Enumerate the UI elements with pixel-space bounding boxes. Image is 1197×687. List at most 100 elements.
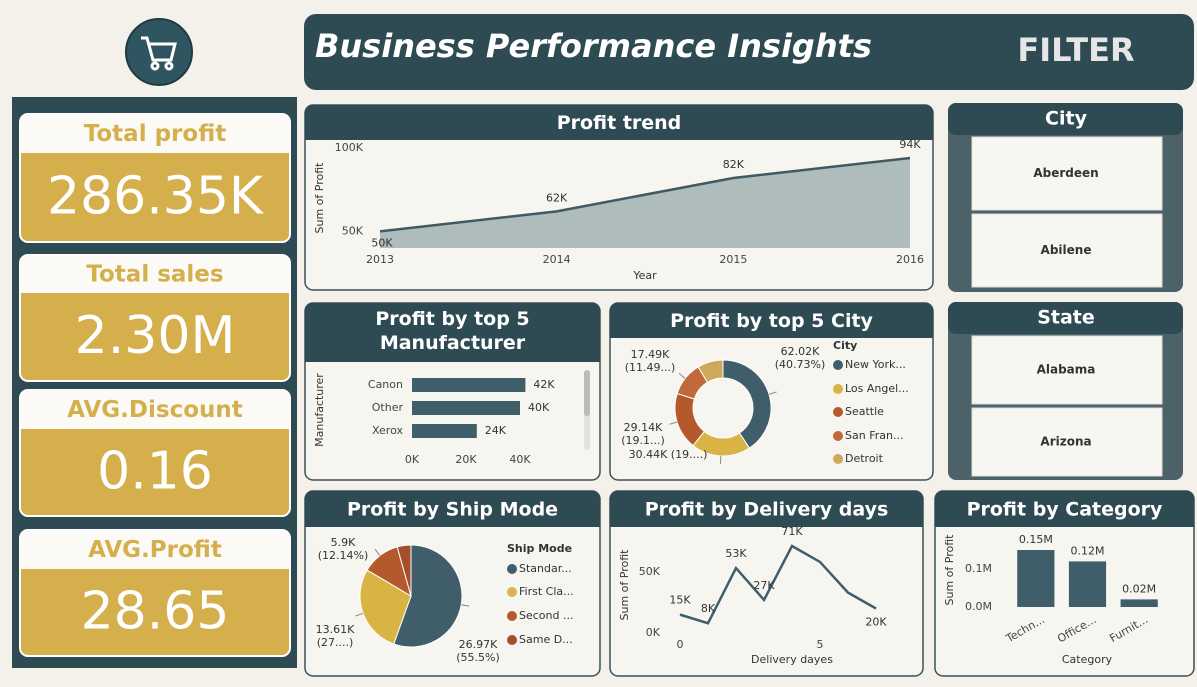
chart-header bbox=[610, 303, 933, 338]
legend-label: San Fran... bbox=[845, 429, 903, 442]
y-axis-title: Sum of Profit bbox=[943, 534, 956, 606]
data-label: 50K bbox=[371, 236, 393, 249]
data-label: 62.02K bbox=[781, 345, 820, 358]
chart-title: Profit by Category bbox=[967, 499, 1163, 521]
data-label: 20K bbox=[865, 616, 887, 629]
data-label: 94K bbox=[899, 138, 921, 151]
data-label: 40K bbox=[528, 401, 550, 414]
y-tick-label: 50K bbox=[639, 565, 661, 578]
data-label: 5.9K bbox=[331, 536, 356, 549]
legend-swatch bbox=[507, 587, 517, 597]
kpi-value: 2.30M bbox=[75, 306, 236, 366]
kpi-card-top bbox=[20, 530, 290, 569]
bar bbox=[1017, 550, 1055, 607]
chart-title: Profit by top 5 Manufacturer bbox=[375, 308, 530, 354]
chart-header bbox=[935, 491, 1194, 527]
bar bbox=[412, 378, 526, 392]
legend-label: Standar... bbox=[519, 562, 572, 575]
kpi-value: 28.65 bbox=[81, 582, 230, 642]
kpi-value: 286.35K bbox=[47, 167, 265, 227]
kpi-card-top bbox=[20, 390, 290, 429]
x-tick-label: 2014 bbox=[543, 253, 571, 266]
leader-line bbox=[355, 612, 364, 617]
area-fill bbox=[380, 158, 910, 248]
leader-line bbox=[768, 391, 777, 395]
slice bbox=[697, 359, 724, 384]
filter-item[interactable] bbox=[971, 213, 1163, 288]
legend-swatch bbox=[833, 384, 843, 394]
chart-title: Profit trend bbox=[557, 112, 682, 134]
chart-header bbox=[610, 491, 923, 527]
data-label: 17.49K bbox=[631, 348, 670, 361]
data-label: 82K bbox=[723, 158, 745, 171]
legend-swatch bbox=[833, 407, 843, 417]
data-label: 26.97K bbox=[459, 638, 498, 651]
kpi-value: 0.16 bbox=[97, 442, 213, 502]
slice bbox=[393, 544, 463, 648]
x-tick-label: 0K bbox=[405, 453, 420, 466]
bar bbox=[1068, 561, 1107, 607]
scrollbar-thumb bbox=[584, 370, 590, 416]
data-label: 29.14K bbox=[624, 421, 663, 434]
data-label: 27K bbox=[753, 579, 775, 592]
filter-heading: FILTER bbox=[1017, 31, 1134, 69]
x-tick-label: 5 bbox=[817, 638, 824, 651]
percent-label: (55.5%) bbox=[456, 651, 500, 664]
bar bbox=[412, 401, 520, 415]
x-axis-title: Category bbox=[1062, 653, 1113, 666]
data-label: 24K bbox=[485, 424, 507, 437]
percent-label: (19.1...) bbox=[621, 434, 665, 447]
leader-line bbox=[678, 373, 686, 379]
legend-label: Same D... bbox=[519, 633, 573, 646]
filter-title: State bbox=[1037, 307, 1095, 329]
chart-title: Profit by Delivery days bbox=[645, 499, 889, 521]
y-tick-label: 0K bbox=[646, 626, 661, 639]
data-label: 62K bbox=[546, 191, 568, 204]
y-tick-label: Other bbox=[372, 401, 404, 414]
legend-swatch bbox=[507, 611, 517, 621]
data-label: 0.02M bbox=[1122, 582, 1156, 595]
x-tick-label: 2013 bbox=[366, 253, 394, 266]
legend-label: First Cla... bbox=[519, 585, 574, 598]
filter-item[interactable] bbox=[971, 136, 1163, 211]
x-tick-label: 20K bbox=[455, 453, 477, 466]
data-label: 30.44K (19....) bbox=[629, 448, 708, 461]
data-label: 0.15M bbox=[1019, 533, 1053, 546]
x-tick-label: 40K bbox=[509, 453, 531, 466]
percent-label: (12.14%) bbox=[318, 549, 369, 562]
kpi-card-top bbox=[20, 114, 290, 153]
filter-title: City bbox=[1045, 108, 1088, 130]
y-axis-title: Manufacturer bbox=[313, 373, 326, 447]
filter-item-label[interactable]: Arizona bbox=[1040, 435, 1091, 449]
legend-swatch bbox=[833, 360, 843, 370]
leader-line bbox=[461, 604, 470, 607]
x-tick-label: 0 bbox=[677, 638, 684, 651]
x-axis-title: Delivery dayes bbox=[751, 653, 833, 666]
legend-label: New York... bbox=[845, 358, 906, 371]
line bbox=[379, 156, 911, 233]
dashboard-title: Business Performance Insights bbox=[315, 27, 872, 65]
percent-label: (11.49...) bbox=[625, 361, 676, 374]
data-label: 53K bbox=[725, 547, 747, 560]
y-tick-label: Xerox bbox=[372, 424, 403, 437]
data-label: 42K bbox=[533, 378, 555, 391]
cart-icon bbox=[141, 36, 177, 71]
x-axis-title: Year bbox=[632, 269, 657, 282]
legend-title: Ship Mode bbox=[507, 542, 572, 555]
filter-item[interactable] bbox=[971, 335, 1163, 405]
y-tick-label: 50K bbox=[342, 224, 364, 237]
kpi-card-top bbox=[20, 255, 290, 293]
kpi-label: AVG.Discount bbox=[67, 397, 243, 423]
filter-item-label[interactable]: Abilene bbox=[1041, 243, 1092, 257]
chart-title: Profit by top 5 City bbox=[670, 310, 873, 332]
cart-logo bbox=[125, 18, 193, 86]
x-tick-label: 2015 bbox=[719, 253, 747, 266]
legend-label: Los Angel... bbox=[845, 382, 909, 395]
filter-item-label[interactable]: Alabama bbox=[1037, 363, 1096, 377]
y-tick-label: 0.1M bbox=[965, 562, 992, 575]
filter-item-label[interactable]: Aberdeen bbox=[1033, 166, 1098, 180]
filter-item[interactable] bbox=[971, 407, 1163, 477]
y-axis-title: Sum of Profit bbox=[313, 162, 326, 234]
y-tick-label: 0.0M bbox=[965, 600, 992, 613]
